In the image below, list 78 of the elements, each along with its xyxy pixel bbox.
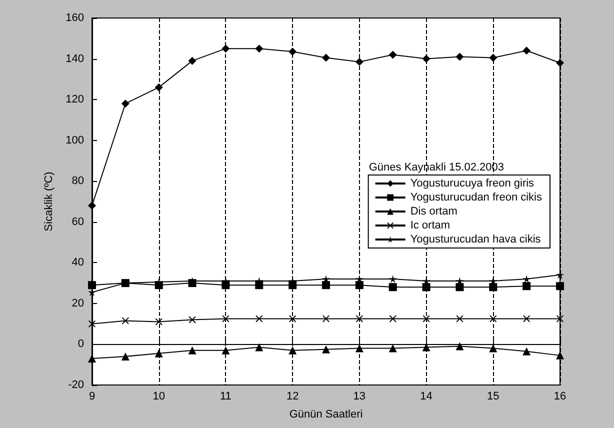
point: [489, 283, 498, 292]
point: [422, 283, 430, 292]
point: [188, 316, 196, 324]
x-tick-label: 15: [487, 390, 500, 402]
point: [522, 347, 531, 356]
y-tick-label: 100: [66, 134, 84, 146]
x-axis-title: Günün Saatleri: [289, 408, 363, 420]
point: [388, 283, 397, 292]
y-tick-label: 140: [66, 52, 84, 65]
y-axis-title: Sicaklik (ºC): [43, 172, 56, 232]
point: [388, 344, 397, 352]
point: [255, 343, 264, 352]
point: [322, 345, 330, 354]
point: [523, 315, 530, 322]
point: [422, 343, 430, 352]
point: [356, 315, 363, 322]
annotation: Günes Kaynakli 15.02.2003: [368, 162, 504, 174]
point: [355, 281, 364, 290]
y-tick-label: 80: [72, 175, 84, 188]
point: [322, 281, 330, 290]
point: [522, 274, 531, 283]
point: [556, 58, 564, 67]
point: [489, 54, 498, 62]
point: [490, 315, 497, 322]
y-tick-label: 120: [66, 94, 84, 106]
point: [389, 315, 396, 322]
legend-label: Yogusturucuya freon giris: [410, 178, 535, 190]
point: [289, 315, 296, 322]
point: [322, 54, 330, 62]
point: [288, 48, 297, 56]
point: [188, 56, 196, 65]
point: [456, 52, 464, 61]
x-tick-label: 11: [220, 390, 232, 402]
point: [88, 202, 96, 210]
x-tick-label: 12: [286, 390, 299, 402]
point: [256, 315, 263, 322]
point: [222, 44, 230, 53]
y-tick-label: 20: [72, 297, 84, 310]
x-tick-label: 10: [152, 390, 165, 402]
point: [456, 283, 464, 292]
point: [222, 346, 230, 354]
x-tick-label: 16: [554, 390, 566, 402]
point: [222, 315, 230, 322]
point: [154, 349, 163, 358]
y-tick-label: -20: [68, 379, 84, 391]
legend-label: Yogusturucudan freon cikis: [410, 192, 542, 204]
point: [388, 50, 397, 59]
point: [121, 352, 130, 360]
legend-label: Ic ortam: [410, 220, 450, 232]
point: [155, 318, 162, 326]
point: [255, 44, 264, 53]
point: [122, 317, 129, 324]
point: [88, 320, 96, 328]
point: [121, 100, 130, 108]
point: [556, 282, 564, 290]
legend-label: Dis ortam: [410, 206, 458, 218]
y-tick-label: 160: [66, 12, 84, 24]
point: [355, 58, 364, 66]
y-tick-label: 0: [78, 338, 84, 350]
x-tick-label: 13: [353, 390, 366, 402]
point: [154, 83, 163, 92]
point: [456, 342, 464, 350]
point: [422, 315, 430, 322]
x-tick-label: 9: [88, 390, 96, 402]
point: [355, 344, 364, 352]
point: [522, 282, 531, 290]
point: [456, 315, 464, 322]
y-tick-label: 40: [72, 256, 84, 269]
point: [288, 346, 297, 354]
point: [188, 346, 196, 354]
x-tick-label: 14: [420, 390, 432, 402]
point: [388, 274, 397, 283]
legend-label: Yogusturucudan hava cikis: [410, 234, 542, 246]
point: [422, 54, 430, 63]
point: [88, 281, 96, 290]
point: [489, 344, 498, 352]
y-tick-label: 60: [72, 216, 84, 228]
point: [522, 46, 531, 55]
